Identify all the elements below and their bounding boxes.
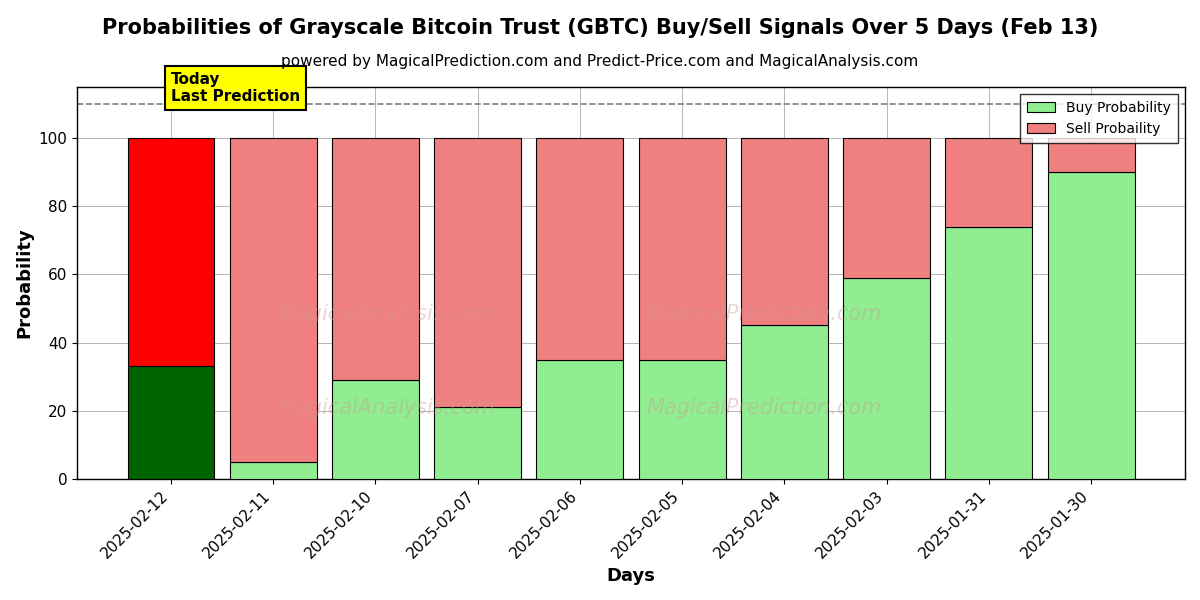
Bar (1048, 138, 1135, 172)
Bar (946, 227, 1032, 479)
Bar (1048, 172, 1135, 479)
Legend: Buy Probability, Sell Probaility: Buy Probability, Sell Probaility (1020, 94, 1178, 143)
Text: Today
Last Prediction: Today Last Prediction (170, 71, 300, 104)
Bar (127, 367, 215, 479)
Text: Probabilities of Grayscale Bitcoin Trust (GBTC) Buy/Sell Signals Over 5 Days (Fe: Probabilities of Grayscale Bitcoin Trust… (102, 18, 1098, 38)
Text: MagicalPrediction.com: MagicalPrediction.com (647, 304, 882, 324)
Bar (946, 138, 1032, 227)
Bar (229, 462, 317, 479)
Bar (844, 138, 930, 278)
Bar (536, 359, 624, 479)
Text: MagicalAnalysis.com: MagicalAnalysis.com (278, 398, 496, 418)
Y-axis label: Probability: Probability (14, 227, 32, 338)
Bar (229, 138, 317, 462)
Text: powered by MagicalPrediction.com and Predict-Price.com and MagicalAnalysis.com: powered by MagicalPrediction.com and Pre… (281, 54, 919, 69)
Bar (434, 138, 521, 407)
Bar (536, 138, 624, 359)
Bar (332, 380, 419, 479)
Text: MagicalAnalysis.com: MagicalAnalysis.com (278, 304, 496, 324)
X-axis label: Days: Days (607, 567, 655, 585)
Bar (844, 278, 930, 479)
Bar (638, 359, 726, 479)
Bar (127, 138, 215, 367)
Bar (434, 407, 521, 479)
Bar (740, 325, 828, 479)
Text: MagicalPrediction.com: MagicalPrediction.com (647, 398, 882, 418)
Bar (740, 138, 828, 325)
Bar (332, 138, 419, 380)
Bar (638, 138, 726, 359)
